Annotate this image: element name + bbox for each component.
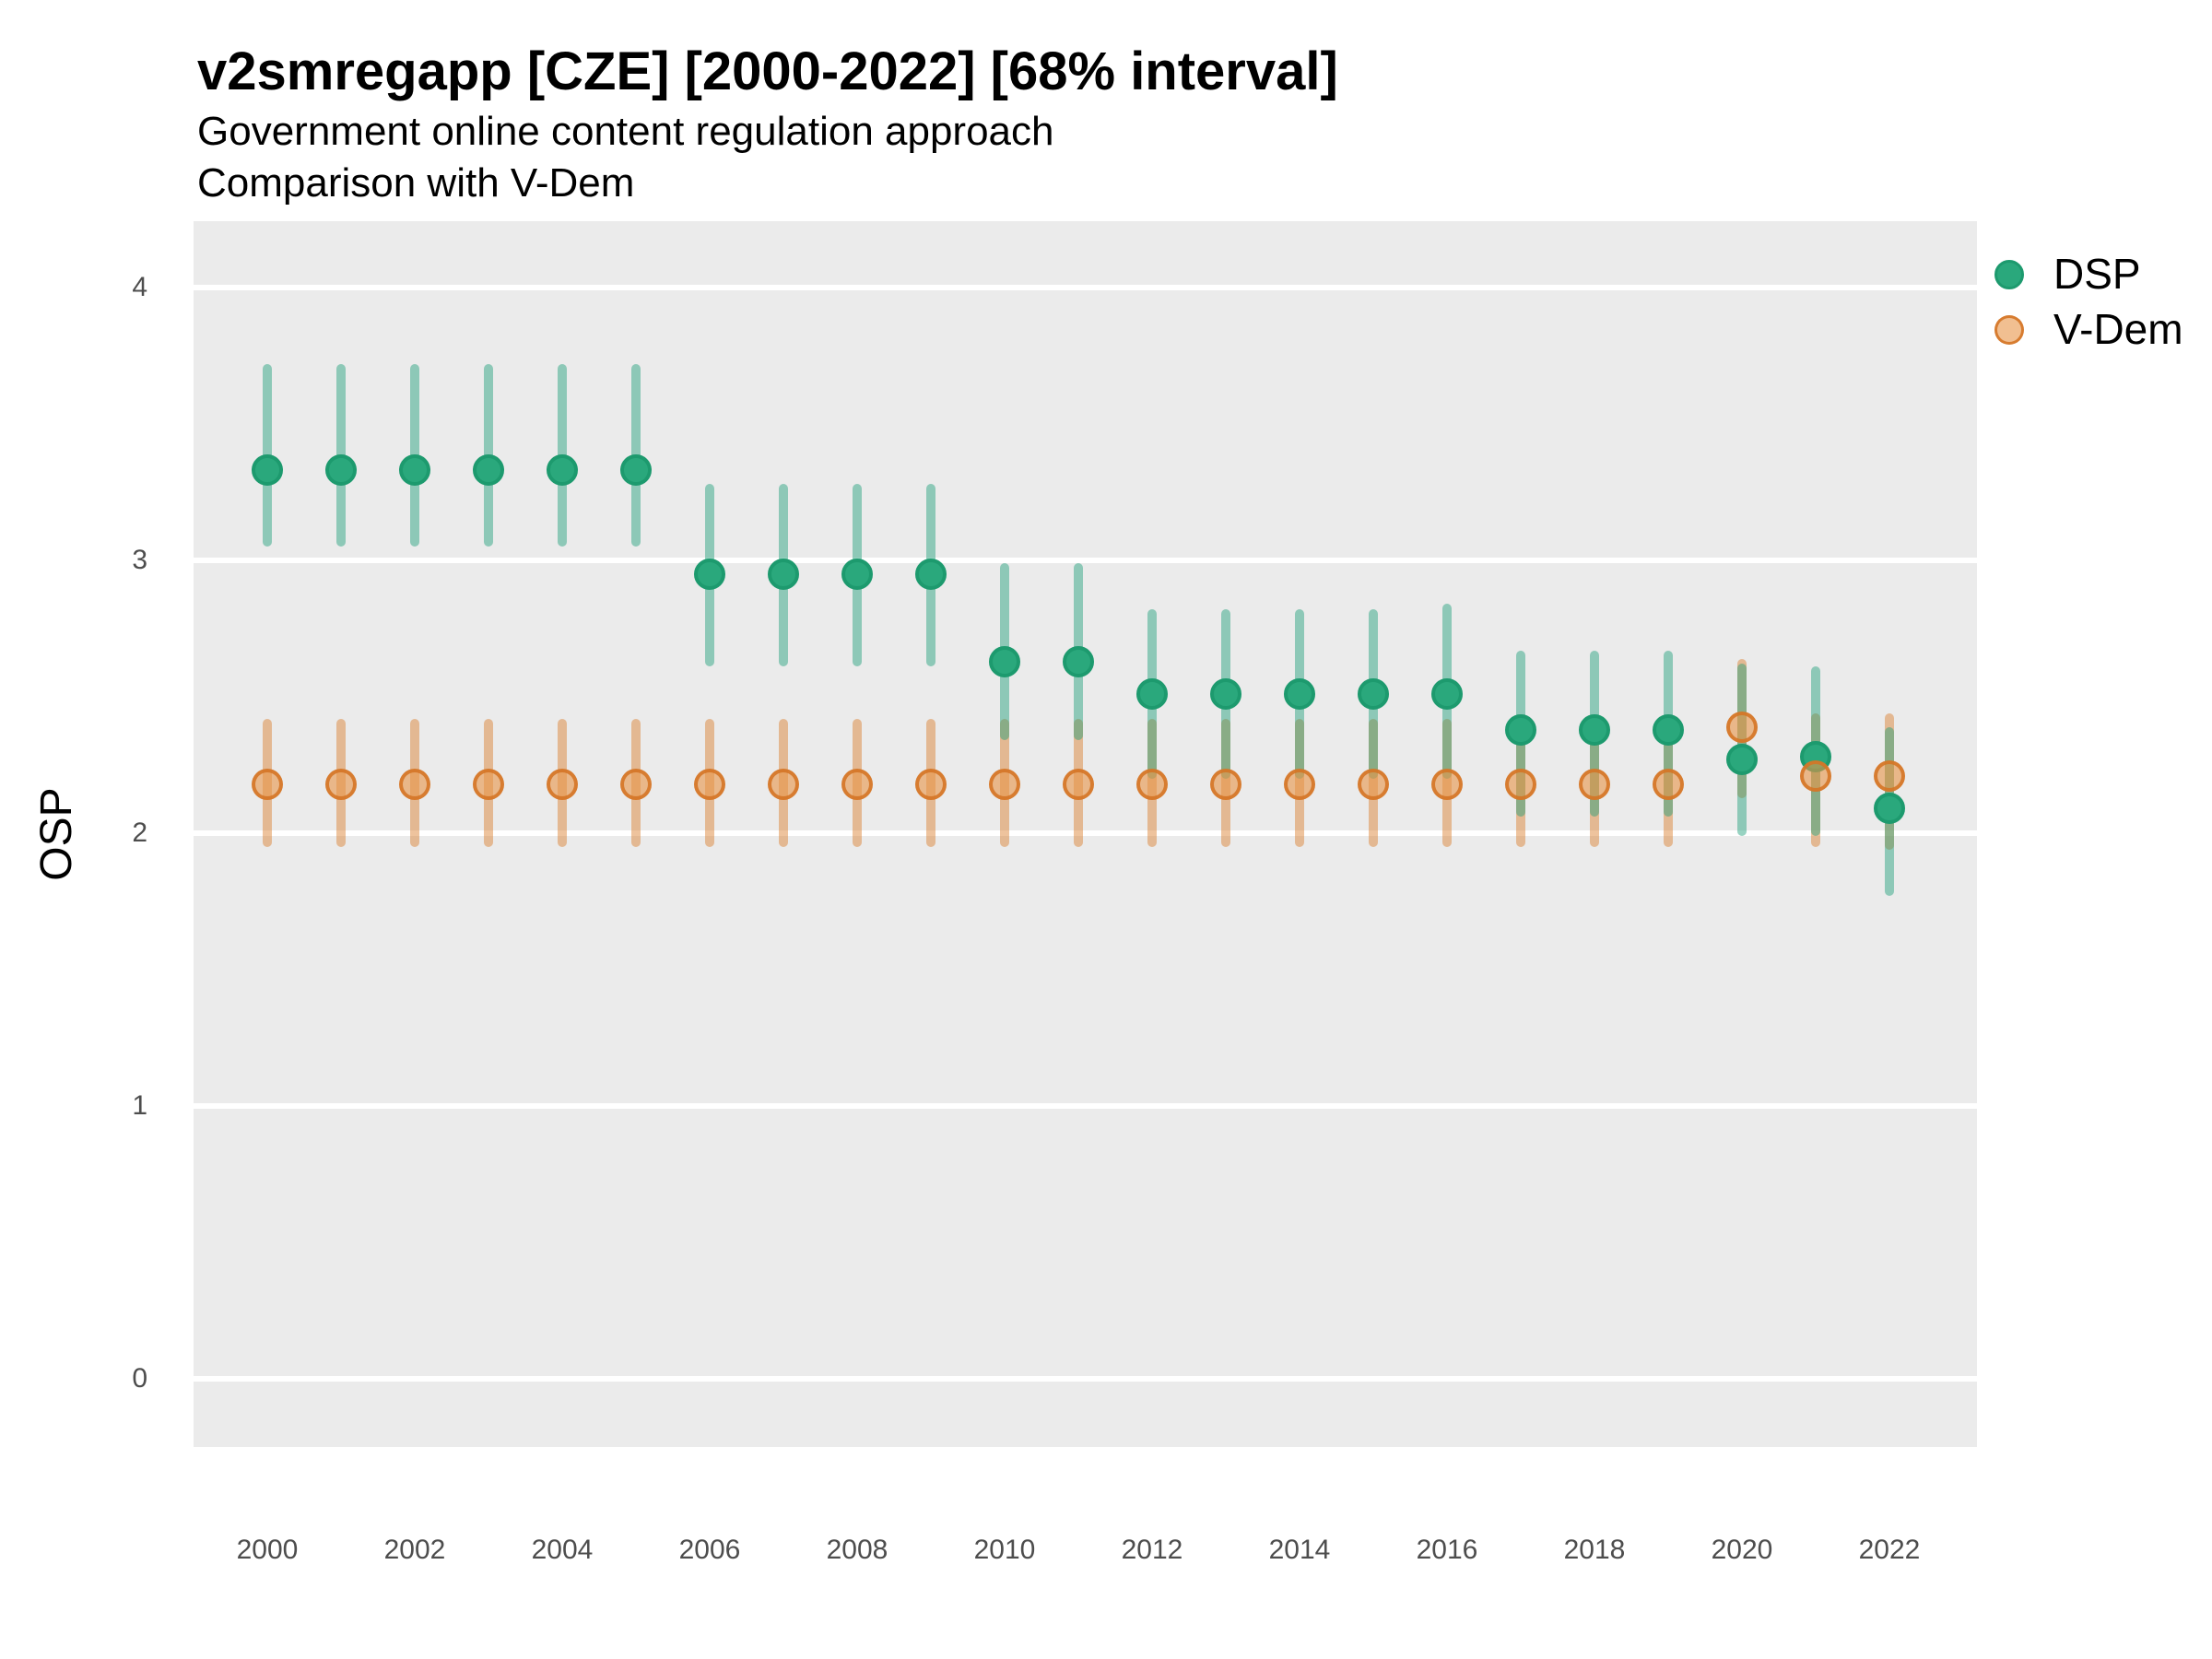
dsp-point-2000 bbox=[252, 454, 283, 487]
dsp-point-2004 bbox=[547, 454, 578, 487]
vdem-point-2005 bbox=[620, 768, 652, 800]
legend-dsp-dot-icon bbox=[1994, 260, 2024, 289]
vdem-point-2015 bbox=[1358, 768, 1389, 800]
gridline-y-0 bbox=[194, 1376, 1977, 1382]
dsp-point-2006 bbox=[694, 558, 725, 590]
dsp-point-2019 bbox=[1653, 713, 1684, 746]
legend-vdem-dot-icon bbox=[1994, 315, 2024, 345]
dsp-point-2002 bbox=[399, 454, 430, 487]
vdem-point-2019 bbox=[1653, 768, 1684, 800]
x-tick-label-2014: 2014 bbox=[1268, 1535, 1331, 1565]
dsp-point-2013 bbox=[1210, 678, 1241, 711]
x-tick-label-2020: 2020 bbox=[1711, 1535, 1773, 1565]
dsp-point-2011 bbox=[1063, 645, 1094, 677]
vdem-point-2018 bbox=[1579, 768, 1610, 800]
vdem-point-2000 bbox=[252, 768, 283, 800]
x-tick-label-2002: 2002 bbox=[383, 1535, 446, 1565]
dsp-point-2012 bbox=[1136, 678, 1168, 711]
y-tick-label-3: 3 bbox=[132, 545, 147, 575]
dsp-point-2015 bbox=[1358, 678, 1389, 711]
y-tick-label-2: 2 bbox=[132, 818, 147, 848]
x-tick-label-2000: 2000 bbox=[236, 1535, 299, 1565]
dsp-point-2007 bbox=[768, 558, 799, 590]
vdem-point-2010 bbox=[989, 768, 1020, 800]
vdem-point-2002 bbox=[399, 768, 430, 800]
legend-dsp-label: DSP bbox=[2053, 250, 2141, 298]
vdem-point-2014 bbox=[1284, 768, 1315, 800]
x-tick-label-2012: 2012 bbox=[1121, 1535, 1183, 1565]
dsp-point-2009 bbox=[915, 558, 947, 590]
dsp-point-2005 bbox=[620, 454, 652, 487]
vdem-point-2008 bbox=[841, 768, 873, 800]
vdem-point-2012 bbox=[1136, 768, 1168, 800]
vdem-point-2017 bbox=[1505, 768, 1536, 800]
y-tick-label-4: 4 bbox=[132, 272, 147, 302]
vdem-point-2001 bbox=[325, 768, 357, 800]
vdem-point-2007 bbox=[768, 768, 799, 800]
x-tick-label-2018: 2018 bbox=[1563, 1535, 1626, 1565]
y-tick-label-1: 1 bbox=[132, 1090, 147, 1121]
x-tick-label-2016: 2016 bbox=[1416, 1535, 1478, 1565]
x-tick-label-2008: 2008 bbox=[826, 1535, 888, 1565]
x-tick-label-2006: 2006 bbox=[678, 1535, 741, 1565]
dsp-point-2020 bbox=[1726, 744, 1758, 776]
vdem-point-2013 bbox=[1210, 768, 1241, 800]
chart-title: v2smregapp [CZE] [2000-2022] [68% interv… bbox=[197, 41, 1338, 101]
dsp-point-2017 bbox=[1505, 713, 1536, 746]
legend-vdem-label: V-Dem bbox=[2053, 305, 2183, 353]
x-tick-label-2022: 2022 bbox=[1858, 1535, 1921, 1565]
dsp-point-2008 bbox=[841, 558, 873, 590]
x-tick-label-2010: 2010 bbox=[973, 1535, 1036, 1565]
dsp-point-2014 bbox=[1284, 678, 1315, 711]
dsp-point-2018 bbox=[1579, 713, 1610, 746]
vdem-point-2021 bbox=[1800, 759, 1831, 792]
gridline-y-4 bbox=[194, 285, 1977, 290]
gridline-y-3 bbox=[194, 558, 1977, 563]
vdem-point-2004 bbox=[547, 768, 578, 800]
y-tick-label-0: 0 bbox=[132, 1363, 147, 1394]
gridline-y-1 bbox=[194, 1103, 1977, 1109]
x-tick-label-2004: 2004 bbox=[531, 1535, 594, 1565]
vdem-point-2003 bbox=[473, 768, 504, 800]
dsp-point-2001 bbox=[325, 454, 357, 487]
vdem-point-2020 bbox=[1726, 711, 1758, 743]
vdem-point-2022 bbox=[1874, 759, 1905, 792]
vdem-point-2016 bbox=[1431, 768, 1463, 800]
gridline-y-2 bbox=[194, 830, 1977, 836]
dsp-point-2003 bbox=[473, 454, 504, 487]
chart-subtitle-comparison: Comparison with V-Dem bbox=[197, 160, 635, 206]
vdem-point-2009 bbox=[915, 768, 947, 800]
plot-panel bbox=[194, 221, 1977, 1447]
vdem-point-2006 bbox=[694, 768, 725, 800]
vdem-point-2011 bbox=[1063, 768, 1094, 800]
dsp-point-2022 bbox=[1874, 793, 1905, 825]
chart-subtitle: Government online content regulation app… bbox=[197, 109, 1054, 154]
dsp-point-2016 bbox=[1431, 678, 1463, 711]
dsp-point-2010 bbox=[989, 645, 1020, 677]
